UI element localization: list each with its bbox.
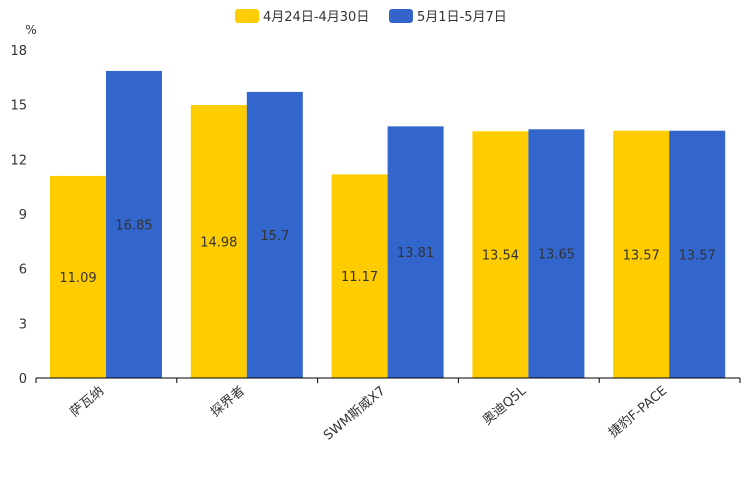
legend-label-1: 4月24日-4月30日 <box>263 10 369 25</box>
legend-label-2: 5月1日-5月7日 <box>417 10 507 25</box>
y-axis-unit-label: % <box>25 23 36 37</box>
x-category-label: 探界者 <box>208 384 248 421</box>
bar-1-2[interactable] <box>190 105 247 378</box>
bar-value-label: 15.7 <box>260 229 289 244</box>
y-tick-label: 3 <box>19 317 27 332</box>
legend-swatch-2[interactable] <box>389 9 413 23</box>
bar-2-4[interactable] <box>528 129 585 378</box>
bar-1-4[interactable] <box>472 131 529 378</box>
bar-value-label: 13.57 <box>623 248 660 263</box>
x-category-label: SWM斯威X7 <box>321 384 388 444</box>
x-category-label: 奥迪Q5L <box>480 383 530 428</box>
y-tick-label: 6 <box>19 263 27 278</box>
bar-1-3[interactable] <box>331 174 388 378</box>
legend-swatch-1[interactable] <box>235 9 259 23</box>
bar-value-label: 13.81 <box>397 246 434 261</box>
y-tick-label: 9 <box>19 208 27 223</box>
bar-value-label: 13.57 <box>679 248 716 263</box>
bar-value-label: 14.98 <box>200 236 237 251</box>
y-tick-label: 12 <box>10 153 27 168</box>
y-tick-label: 15 <box>10 99 27 114</box>
bar-value-label: 11.09 <box>59 271 96 286</box>
bar-1-1[interactable] <box>50 175 106 378</box>
bar-value-label: 16.85 <box>115 218 152 233</box>
bar-2-1[interactable] <box>106 70 162 378</box>
bar-1-5[interactable] <box>613 130 670 378</box>
y-axis: 0 3 6 9 12 15 18 <box>10 44 27 387</box>
y-tick-label: 0 <box>19 372 27 387</box>
x-axis: 萨瓦纳 探界者 SWM斯威X7 奥迪Q5L 捷豹F-PACE <box>35 377 741 444</box>
bar-2-2[interactable] <box>246 91 303 379</box>
bar-value-label: 13.54 <box>482 249 519 264</box>
x-category-label: 捷豹F-PACE <box>606 384 670 441</box>
bar-value-label: 11.17 <box>341 270 378 285</box>
bar-2-5[interactable] <box>669 130 726 378</box>
legend: 4月24日-4月30日 5月1日-5月7日 <box>235 9 507 25</box>
y-tick-label: 18 <box>10 44 27 59</box>
bar-value-label: 13.65 <box>538 248 575 263</box>
bars-group: 11.09 16.85 14.98 15.7 11.17 13.81 13.54 13.65 1… <box>50 70 726 379</box>
bar-2-3[interactable] <box>387 126 444 379</box>
x-category-label: 萨瓦纳 <box>67 384 107 421</box>
